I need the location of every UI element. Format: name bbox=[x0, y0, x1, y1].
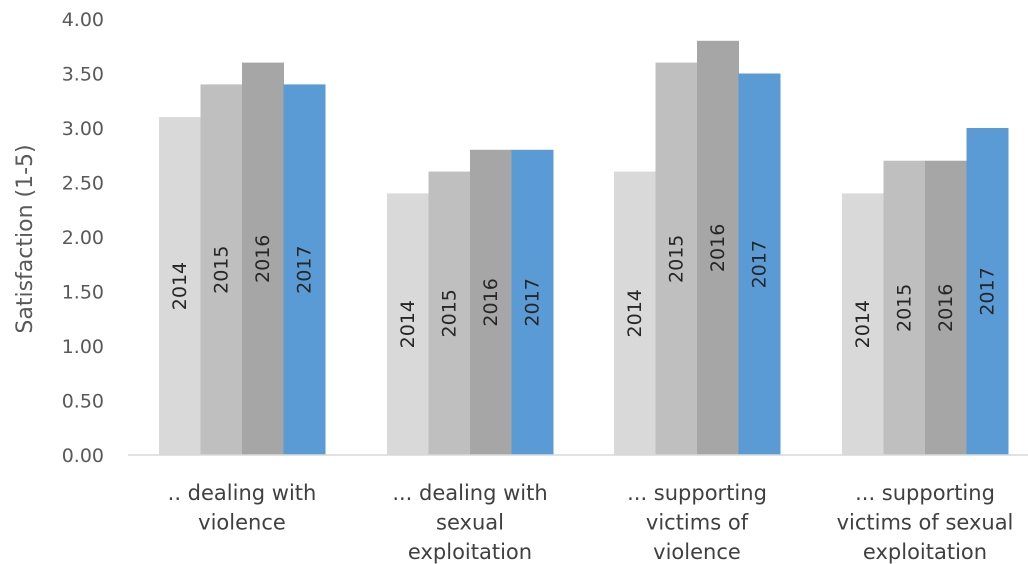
bar-2014-group-2 bbox=[387, 193, 429, 455]
y-tick-label: 0.50 bbox=[62, 391, 104, 413]
bar-2015-group-2 bbox=[428, 171, 471, 455]
bar-year-label: 2016 bbox=[480, 278, 502, 326]
bar-2017-group-4 bbox=[966, 128, 1009, 455]
y-tick-label: 3.00 bbox=[62, 118, 104, 140]
y-tick-label: 1.50 bbox=[62, 282, 104, 304]
bar-2016-group-3 bbox=[697, 40, 739, 456]
bar-year-label: 2014 bbox=[624, 289, 646, 337]
category-labels: .. dealing with violence ... dealing with s… bbox=[168, 481, 1014, 564]
bar-year-label: 2015 bbox=[438, 289, 460, 337]
bar-2015-group-4 bbox=[883, 160, 926, 455]
bar-year-label: 2016 bbox=[935, 284, 957, 332]
y-tick-label: 2.50 bbox=[62, 173, 104, 195]
bar-year-label: 2016 bbox=[707, 224, 729, 272]
y-tick-label: 2.00 bbox=[62, 227, 104, 249]
category-label: ... dealing with sexual exploitation bbox=[392, 481, 547, 564]
bars: 2014 2015 2016 2017 2014 2015 2016 2017 2014 2015… bbox=[159, 40, 1009, 456]
category-label: .. dealing with violence bbox=[168, 481, 317, 535]
bar-2016-group-1 bbox=[242, 62, 284, 455]
bar-2014-group-1 bbox=[159, 117, 201, 455]
bar-year-label: 2014 bbox=[169, 262, 191, 310]
bar-year-label: 2014 bbox=[397, 300, 419, 348]
bar-year-label: 2015 bbox=[210, 246, 232, 294]
bar-year-label: 2017 bbox=[976, 267, 998, 315]
y-tick-label: 4.00 bbox=[62, 9, 104, 31]
bar-year-label: 2017 bbox=[521, 278, 543, 326]
y-axis-ticks: 0.00 0.50 1.00 1.50 2.00 2.50 3.00 3.50 4.00 bbox=[62, 9, 104, 467]
bar-2014-group-4 bbox=[842, 193, 884, 455]
bar-year-label: 2017 bbox=[293, 246, 315, 294]
bar-2016-group-2 bbox=[470, 149, 512, 456]
bar-year-label: 2015 bbox=[893, 284, 915, 332]
bar-2017-group-2 bbox=[511, 149, 554, 456]
y-tick-label: 3.50 bbox=[62, 64, 104, 86]
bar-2014-group-3 bbox=[614, 171, 656, 455]
bar-year-label: 2014 bbox=[852, 300, 874, 348]
bar-year-label: 2017 bbox=[748, 240, 770, 288]
y-tick-label: 0.00 bbox=[62, 445, 104, 467]
bar-2017-group-1 bbox=[283, 84, 326, 456]
bar-2015-group-3 bbox=[655, 62, 698, 455]
bar-2017-group-3 bbox=[738, 73, 781, 455]
bar-2016-group-4 bbox=[925, 160, 967, 455]
category-label: ... supporting victims of violence bbox=[627, 481, 767, 564]
bar-year-label: 2015 bbox=[665, 235, 687, 283]
category-label: ... supporting victims of sexual exploitat… bbox=[837, 481, 1014, 564]
bar-year-label: 2016 bbox=[252, 235, 274, 283]
bar-2015-group-1 bbox=[200, 84, 243, 456]
y-axis-label: Satisfaction (1-5) bbox=[13, 144, 38, 333]
y-tick-label: 1.00 bbox=[62, 336, 104, 358]
